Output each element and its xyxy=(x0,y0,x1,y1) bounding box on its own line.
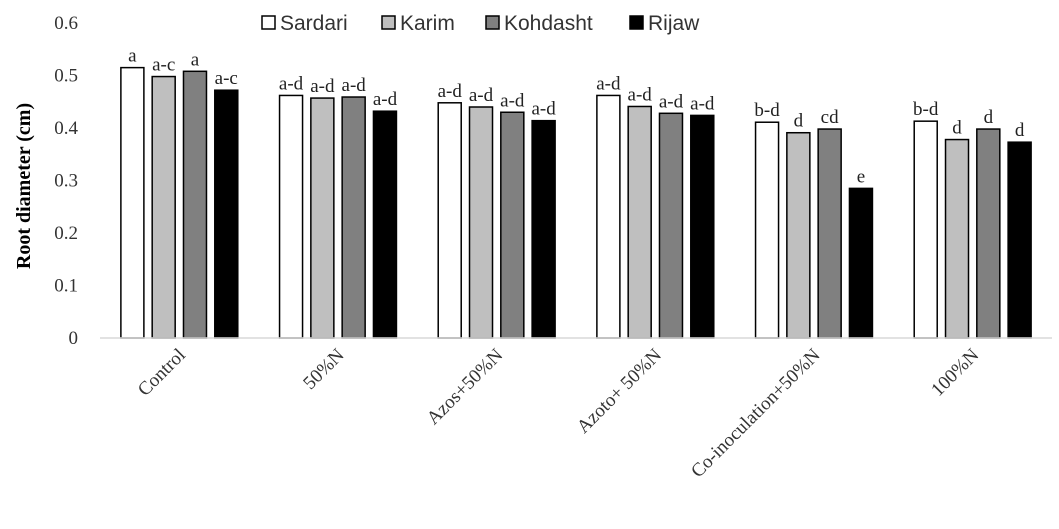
x-category-label: Azos+50%N xyxy=(423,344,508,429)
bar-karim xyxy=(151,75,176,339)
bar-significance-label: d xyxy=(1015,120,1025,141)
bar-significance-label: a-c xyxy=(215,68,238,89)
bar-kohdasht xyxy=(341,96,366,339)
bar-significance-label: d xyxy=(952,118,962,139)
legend-label-sardari: Sardari xyxy=(280,12,348,35)
legend-swatch-kohdasht xyxy=(485,15,500,30)
bar-significance-label: a-d xyxy=(531,99,556,120)
bar-significance-label: d xyxy=(984,107,994,128)
bar-karim xyxy=(786,131,811,339)
bar-significance-label: cd xyxy=(821,107,839,128)
bar-rijaw xyxy=(214,89,239,339)
legend-swatch-karim xyxy=(381,15,396,30)
y-tick-label: 0.3 xyxy=(54,171,78,192)
bar-sardari xyxy=(120,66,145,339)
bar-karim xyxy=(944,138,970,339)
bar-rijaw xyxy=(531,119,556,339)
bar-significance-label: a xyxy=(191,49,200,70)
bar-significance-label: a-d xyxy=(469,85,494,106)
bar-significance-label: a-d xyxy=(373,89,398,110)
x-category-label: Co-inoculation+50%N xyxy=(687,344,825,482)
legend-label-kohdasht: Kohdasht xyxy=(504,12,593,35)
y-tick-label: 0.4 xyxy=(54,118,78,139)
y-tick-label: 0.1 xyxy=(54,276,78,297)
bar-significance-label: a-d xyxy=(342,75,367,96)
bar-significance-label: a-d xyxy=(310,76,335,97)
y-tick-label: 0.5 xyxy=(54,66,78,87)
bar-significance-label: a-c xyxy=(152,55,175,76)
bar-significance-label: d xyxy=(794,111,804,132)
y-tick-label: 0 xyxy=(69,328,79,349)
bar-karim xyxy=(310,97,335,339)
y-tick-label: 0.2 xyxy=(54,223,78,244)
bar-rijaw xyxy=(690,114,715,339)
bar-significance-label: a-d xyxy=(438,81,463,102)
x-category-label: Control xyxy=(134,345,190,401)
bar-significance-label: a-d xyxy=(659,91,684,112)
y-axis-ticks: 0 0.1 0.2 0.3 0.4 0.5 0.6 xyxy=(54,13,78,349)
bar-significance-label: a xyxy=(128,46,137,67)
bar-karim xyxy=(627,105,652,339)
bar-kohdasht xyxy=(500,111,525,339)
bar-labels: a a-c a a-c a-d a-d a-d a-d a-d a-d a-d a-d a-d a-d a-… xyxy=(128,46,1025,188)
legend-label-rijaw: Rijaw xyxy=(648,12,700,35)
bar-significance-label: a-d xyxy=(690,93,715,114)
bar-kohdasht xyxy=(182,70,208,339)
y-tick-label: 0.6 xyxy=(54,13,78,34)
bar-sardari xyxy=(754,121,780,339)
legend-label-karim: Karim xyxy=(400,12,455,35)
x-category-label: 50%N xyxy=(299,344,348,393)
bar-kohdasht xyxy=(976,128,1001,339)
bar-kohdasht xyxy=(658,112,684,339)
x-axis-categories: Control 50%N Azos+50%N Azoto+ 50%N Co-inocul… xyxy=(134,344,983,482)
bar-rijaw xyxy=(1007,141,1032,339)
bar-significance-label: b-d xyxy=(754,100,780,121)
legend-swatch-sardari xyxy=(261,15,276,30)
bar-significance-label: a-d xyxy=(628,84,653,105)
bar-kohdasht xyxy=(817,128,842,339)
bar-significance-label: e xyxy=(857,166,865,187)
x-category-label: Azoto+ 50%N xyxy=(573,344,666,437)
bar-rijaw xyxy=(848,187,874,339)
bar-significance-label: a-d xyxy=(500,90,525,111)
bar-sardari xyxy=(278,94,304,339)
bar-significance-label: a-d xyxy=(596,73,621,94)
bar-significance-label: b-d xyxy=(913,99,939,120)
bar-significance-label: a-d xyxy=(279,73,304,94)
bar-rijaw xyxy=(372,110,398,339)
bar-karim xyxy=(468,106,494,339)
x-category-label: 100%N xyxy=(927,344,983,400)
legend-swatch-rijaw xyxy=(629,15,644,30)
bar-sardari xyxy=(913,120,938,339)
legend: Sardari Karim Kohdasht Rijaw xyxy=(261,12,700,35)
bar-sardari xyxy=(596,94,621,339)
bars xyxy=(120,66,1032,339)
y-axis-label: Root diameter (cm) xyxy=(13,103,35,269)
bar-sardari xyxy=(437,102,462,339)
